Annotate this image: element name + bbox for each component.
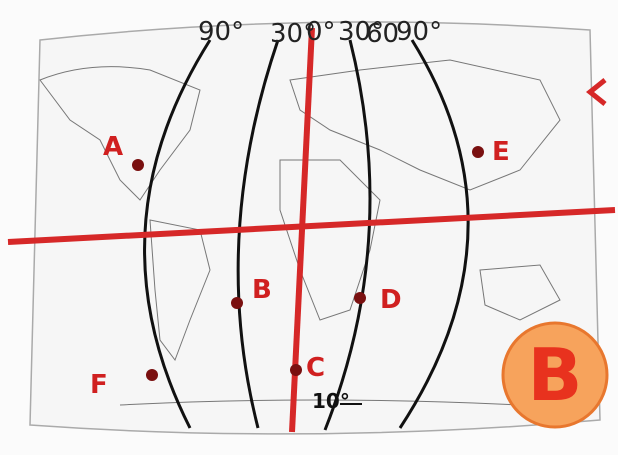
point-label: B [252,275,272,305]
point-label: D [380,285,402,315]
annotation: 10° [312,389,350,413]
meridian-label: 60 [366,19,399,49]
meridian-label: 0° [306,17,336,47]
badge: B [528,333,583,417]
point-label: C [306,353,325,383]
point-label: F [90,370,108,400]
worksheet-map: 90°30°0°30°6090°ABCDEF 10° B [0,0,618,455]
point-label: A [103,132,123,162]
meridian-label: 90° [396,17,442,47]
point-label: E [492,137,510,167]
meridian-label: 90° [198,17,244,47]
